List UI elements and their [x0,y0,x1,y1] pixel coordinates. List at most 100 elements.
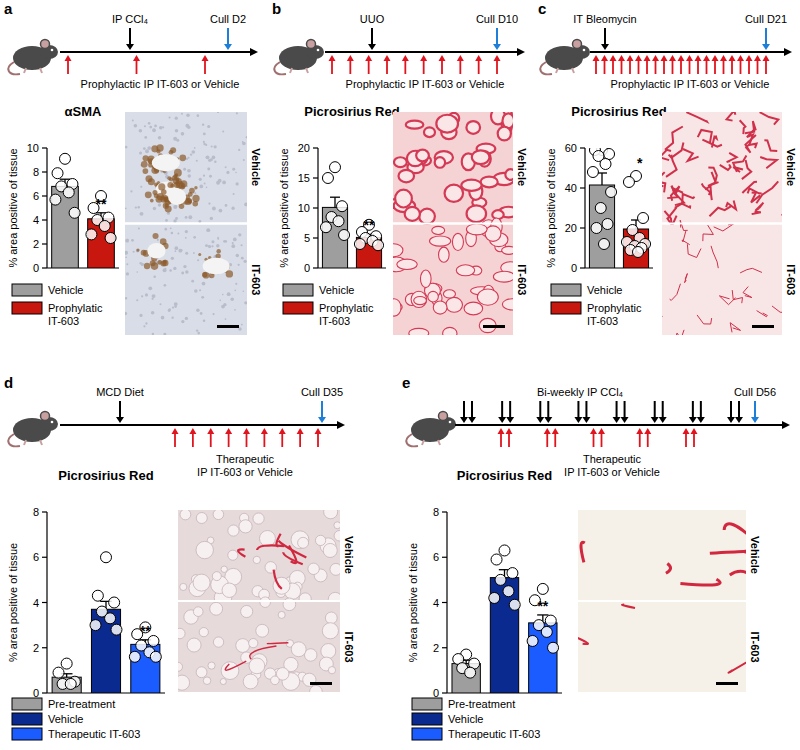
panel: bUUOCull D10Prophylactic IP IT-603 or Ve… [272,0,528,339]
arrow-head [627,55,634,61]
arrow-head [601,55,608,61]
texture [178,675,190,690]
arrow-head [678,55,685,61]
arrow-head [574,417,582,423]
texture [151,145,158,152]
texture [125,297,127,299]
arrow-shaft [246,433,248,447]
arrow-shaft [740,60,742,74]
texture [289,546,296,564]
texture [334,522,340,529]
arrow-shaft [577,401,579,418]
texture [222,181,226,185]
event-label: UUO [360,13,385,25]
scale-bar [716,682,738,685]
data-point [599,239,610,250]
texture [498,127,511,141]
mouse-foot [24,68,26,73]
panel-letter: e [402,374,410,391]
image-label: IT-603 [250,264,262,295]
texture [662,172,665,192]
arrow-head [368,44,376,50]
texture [683,149,699,161]
mouse-icon [8,40,58,75]
texture [125,146,127,149]
texture [223,240,226,243]
texture [709,206,731,216]
mouse-eye [317,49,320,52]
texture [194,192,196,194]
mouse-icon [540,40,590,75]
texture [209,175,212,178]
texture [219,209,223,213]
arrow-shaft [500,433,502,447]
arrow-shaft [754,401,756,418]
arrow-head [661,55,668,61]
texture [210,602,223,615]
chart-title: Picrosirius Red [58,468,153,483]
texture [283,598,296,611]
texture [176,139,179,142]
data-point [602,219,613,230]
texture [187,638,201,652]
data-point [50,194,61,205]
texture [242,142,246,146]
texture [197,114,200,117]
data-point [633,247,644,258]
arrow-head [493,44,501,50]
texture [175,117,178,120]
texture [159,126,163,130]
mouse-foot [438,440,440,445]
texture [225,204,228,207]
cull-label: Cull D10 [476,13,518,25]
legend-swatch [283,302,313,314]
texture [751,193,760,203]
texture [181,320,184,323]
mouse-foot [306,68,308,73]
data-point [638,213,649,224]
y-tick [313,207,318,208]
texture [662,179,664,186]
legend-item: Pre-treatment [12,698,115,710]
arrow-shaft [496,60,498,74]
texture [291,642,306,657]
arrow-shaft [662,401,664,418]
data-point [99,221,110,232]
texture [212,207,216,211]
y-tick [42,602,47,603]
legend-label: Therapeutic IT-603 [48,728,140,740]
texture [212,313,214,315]
texture [163,333,166,335]
arrow-head [651,417,659,423]
panel-letter: a [4,0,13,17]
event-label: IP CCl₄ [112,13,149,25]
texture [330,563,340,575]
plot-area [52,552,161,693]
texture [161,316,165,320]
data-point [65,678,76,689]
texture [393,299,401,316]
texture [175,129,178,132]
timeline-head [517,48,525,56]
data-point [591,223,602,234]
timeline-head [784,48,792,56]
texture [676,330,685,335]
texture [228,550,238,560]
texture [328,667,335,674]
texture [394,157,407,167]
texture [732,290,742,303]
legend-swatch [283,284,313,296]
texture [214,160,216,162]
texture [439,247,450,262]
texture [136,271,138,273]
arrow-head [720,55,727,61]
texture [148,286,152,290]
panel: eBi-weekly IP CCl₄Cull D56TherapeuticIP … [402,374,790,740]
legend-item: Vehicle [551,284,622,296]
mouse-foot [40,68,42,73]
mouse-ear [41,412,50,421]
micrograph [578,510,746,692]
texture [132,120,134,122]
texture [757,311,768,317]
mouse-icon [8,412,58,447]
